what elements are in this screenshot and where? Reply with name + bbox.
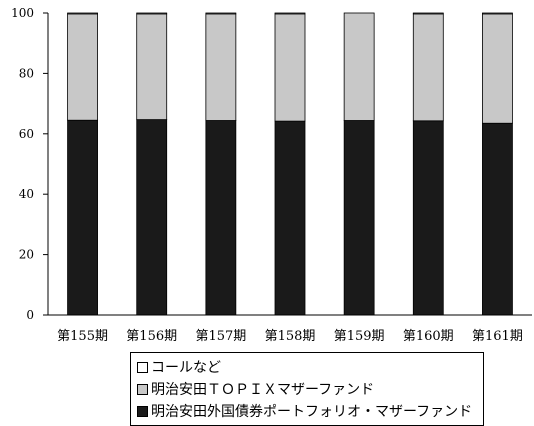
legend-item-call: コールなど (137, 356, 483, 378)
x-tick-label: 第161期 (472, 329, 523, 344)
bar-segment-0 (412, 120, 444, 316)
x-axis-labels: 第155期 第156期 第157期 第158期 第159期 第160期 第161期 (57, 329, 523, 344)
bar-segment-1 (205, 13, 237, 121)
bar-segment-1 (67, 13, 98, 121)
y-tick-label: 100 (11, 6, 34, 20)
bar-segment-0 (205, 120, 237, 316)
legend-label-call: コールなど (151, 360, 221, 376)
bar-segment-0 (136, 119, 168, 316)
bar-segment-0 (343, 120, 375, 316)
y-tick-label: 40 (19, 187, 34, 201)
bar-segment-0 (67, 119, 98, 316)
legend: コールなど 明治安田ＴＯＰＩＸマザーファンド 明治安田外国債券ポートフォリオ・マ… (130, 352, 484, 426)
legend-label-topix: 明治安田ＴＯＰＩＸマザーファンド (151, 382, 375, 398)
bar-segment-2 (482, 12, 513, 15)
y-tick-label: 0 (26, 308, 34, 322)
y-tick-label: 20 (19, 248, 34, 262)
bar-segment-2 (412, 12, 444, 15)
bar-segment-2 (274, 12, 306, 15)
bar-segment-1 (136, 13, 168, 121)
legend-label-foreign-bond: 明治安田外国債券ポートフォリオ・マザーファンド (151, 404, 473, 420)
x-tick-label: 第155期 (57, 329, 108, 344)
legend-swatch-foreign-bond (137, 405, 148, 417)
bar-segment-1 (274, 13, 306, 122)
bars (67, 12, 513, 316)
legend-swatch-topix (137, 383, 148, 395)
bar-segment-2 (136, 12, 168, 15)
legend-item-topix: 明治安田ＴＯＰＩＸマザーファンド (137, 378, 483, 400)
bar-segment-1 (482, 13, 513, 124)
x-tick-label: 第160期 (403, 329, 454, 344)
legend-swatch-call (137, 361, 148, 373)
bar-segment-1 (343, 12, 375, 121)
x-tick-label: 第159期 (334, 329, 385, 344)
legend-item-foreign-bond: 明治安田外国債券ポートフォリオ・マザーファンド (137, 400, 483, 422)
y-axis-ticks: 0 20 40 60 80 100 (11, 6, 48, 322)
bar-segment-0 (482, 122, 513, 316)
x-tick-label: 第158期 (265, 329, 316, 344)
y-tick-label: 80 (19, 66, 34, 80)
bar-segment-1 (412, 13, 444, 122)
x-tick-label: 第156期 (126, 329, 177, 344)
bar-segment-2 (205, 12, 237, 15)
axes (47, 13, 532, 316)
y-tick-label: 60 (19, 127, 34, 141)
x-tick-label: 第157期 (195, 329, 246, 344)
bar-segment-2 (67, 12, 98, 15)
bar-segment-0 (274, 120, 306, 316)
